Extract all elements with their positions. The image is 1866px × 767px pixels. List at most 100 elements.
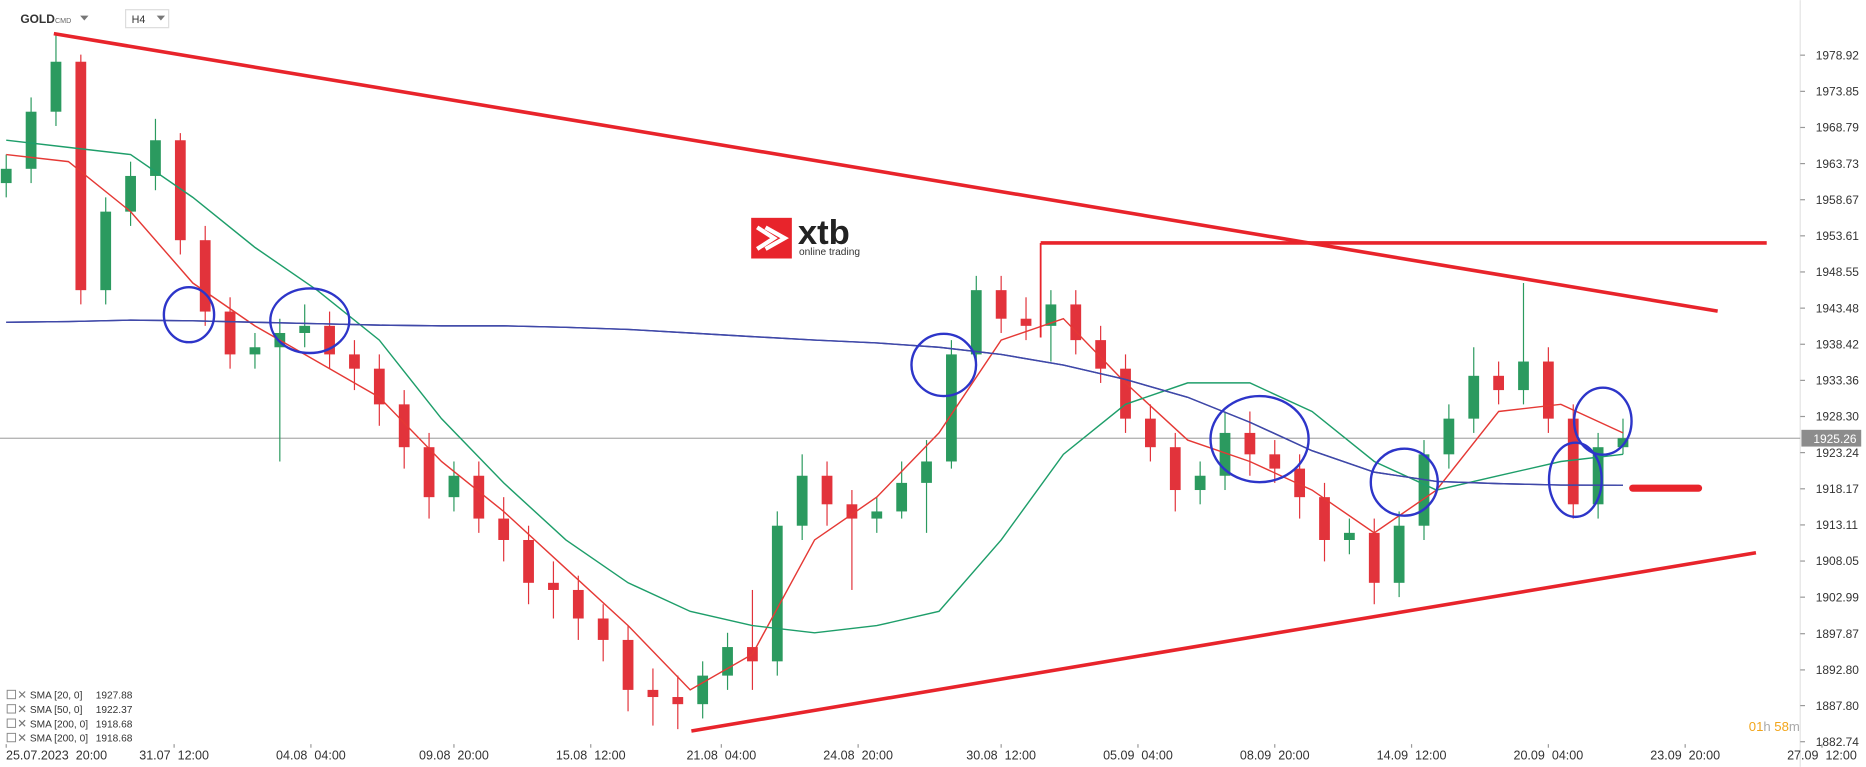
candle-body <box>921 461 932 483</box>
legend-value: 1922.37 <box>96 705 133 716</box>
candle-body <box>697 675 709 705</box>
trend-line <box>53 31 1718 313</box>
candle-body <box>224 311 236 355</box>
candle-body <box>448 475 460 498</box>
highlight-ellipse <box>162 286 216 344</box>
dropdown-arrow[interactable] <box>80 15 89 21</box>
candle-body <box>871 511 883 519</box>
x-tick-label: 30.08 12:00 <box>966 749 1036 763</box>
y-tick-label: 1953.61 <box>1816 229 1860 243</box>
candle-body <box>174 140 186 241</box>
header: GOLD CMD H4 <box>20 9 170 29</box>
x-tick-label: 09.08 20:00 <box>419 749 489 763</box>
candle-body <box>1145 418 1156 448</box>
candle-body <box>498 518 510 540</box>
y-tick-label: 1892.80 <box>1816 663 1860 677</box>
candle-body <box>1468 375 1480 419</box>
drawings <box>53 31 1767 733</box>
candle-body <box>150 140 161 176</box>
candle-body <box>1194 475 1206 491</box>
candle-body <box>771 525 783 662</box>
y-tick-label: 1968.79 <box>1816 121 1860 135</box>
sma-line <box>6 139 1624 634</box>
legend-close <box>18 734 26 741</box>
legend-close <box>18 691 26 698</box>
y-tick-label: 1928.30 <box>1816 410 1860 424</box>
sma-line <box>6 319 1623 486</box>
legend-name: SMA [50, 0] <box>30 705 83 716</box>
candle-body <box>523 539 534 583</box>
legend-icon <box>6 732 17 743</box>
logo-brand: xtb <box>798 214 850 252</box>
candle-body <box>249 347 261 355</box>
candle-body <box>1418 454 1430 526</box>
x-tick-label: 25.07.2023 20:00 <box>6 749 107 763</box>
candle-body <box>995 290 1007 319</box>
candle-body <box>1567 418 1579 505</box>
y-tick-label: 1958.67 <box>1816 193 1860 207</box>
candle-body <box>647 689 659 698</box>
x-tick-label: 27.09 12:00 <box>1787 749 1857 763</box>
x-tick-label: 20.09 04:00 <box>1513 749 1583 763</box>
market: CMD <box>55 17 71 25</box>
legend-value: 1927.88 <box>96 691 133 702</box>
candle-body <box>1294 468 1306 498</box>
candle-body <box>796 475 808 526</box>
y-tick-label: 1943.48 <box>1816 301 1860 315</box>
countdown-unit: m <box>1789 719 1800 734</box>
trend-line <box>691 550 1757 733</box>
candle-body <box>25 111 37 169</box>
legend-name: SMA [200, 0] <box>30 719 88 730</box>
y-tick-label: 1923.24 <box>1816 446 1860 460</box>
countdown-hours: 01 <box>1749 719 1764 734</box>
x-tick-label: 08.09 20:00 <box>1240 749 1310 763</box>
legend-icon <box>6 689 17 700</box>
candle-body <box>100 211 112 291</box>
legend-name: SMA [200, 0] <box>30 734 88 745</box>
legend-name: SMA [20, 0] <box>30 691 83 702</box>
candle-body <box>1319 497 1330 540</box>
candle-body <box>1219 432 1231 476</box>
y-tick-label: 1908.05 <box>1816 554 1860 568</box>
symbol: GOLD <box>20 12 55 26</box>
timeframe: H4 <box>132 14 146 26</box>
candle-body <box>548 582 559 590</box>
logo-icon <box>756 225 789 251</box>
y-tick-label: 1973.85 <box>1816 85 1860 99</box>
logo-tagline: online trading <box>799 247 860 258</box>
plot-area: 1978.92 1973.85 1968.79 1963.73 1958.67 1953.… <box>0 33 1862 763</box>
candle-body <box>1095 340 1107 369</box>
highlight-ellipse <box>1209 394 1310 484</box>
countdown-minutes: 58 <box>1774 719 1789 734</box>
candle-body <box>1169 447 1181 491</box>
candle-body <box>423 447 435 498</box>
x-tick-label: 15.08 12:00 <box>556 749 626 763</box>
candle-body <box>1269 454 1281 469</box>
candle-body <box>896 482 908 512</box>
candle-body <box>473 475 485 519</box>
candle-body <box>1617 438 1629 448</box>
y-tick-label: 1918.17 <box>1816 482 1860 496</box>
candle-body <box>1020 318 1032 326</box>
x-tick-label: 05.09 04:00 <box>1103 749 1173 763</box>
candle-body <box>1542 361 1554 419</box>
timeframe-select[interactable] <box>124 9 170 29</box>
highlight-ellipse <box>269 287 351 355</box>
x-tick-label: 23.09 20:00 <box>1650 749 1720 763</box>
current-price-tag <box>1801 429 1862 447</box>
candle-body <box>1493 375 1505 391</box>
candle-body <box>672 697 684 705</box>
candle-body <box>0 168 12 184</box>
y-tick-label: 1887.80 <box>1816 699 1860 713</box>
y-tick-label: 1933.36 <box>1816 374 1860 388</box>
logo: xtb online trading <box>751 214 860 259</box>
x-tick-label: 14.09 12:00 <box>1377 749 1447 763</box>
y-tick-label: 1938.42 <box>1816 337 1860 351</box>
candle-body <box>1518 361 1529 391</box>
x-tick-label: 24.08 20:00 <box>823 749 893 763</box>
y-tick-label: 1963.73 <box>1816 157 1860 171</box>
candle-body <box>324 325 335 355</box>
